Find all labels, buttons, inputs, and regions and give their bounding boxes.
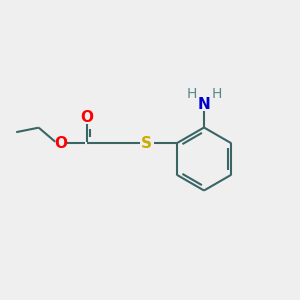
Text: S: S xyxy=(141,136,152,151)
Text: H: H xyxy=(186,88,197,101)
Text: O: O xyxy=(80,110,93,125)
Text: N: N xyxy=(198,97,210,112)
Text: O: O xyxy=(55,136,68,151)
Text: H: H xyxy=(212,88,222,101)
